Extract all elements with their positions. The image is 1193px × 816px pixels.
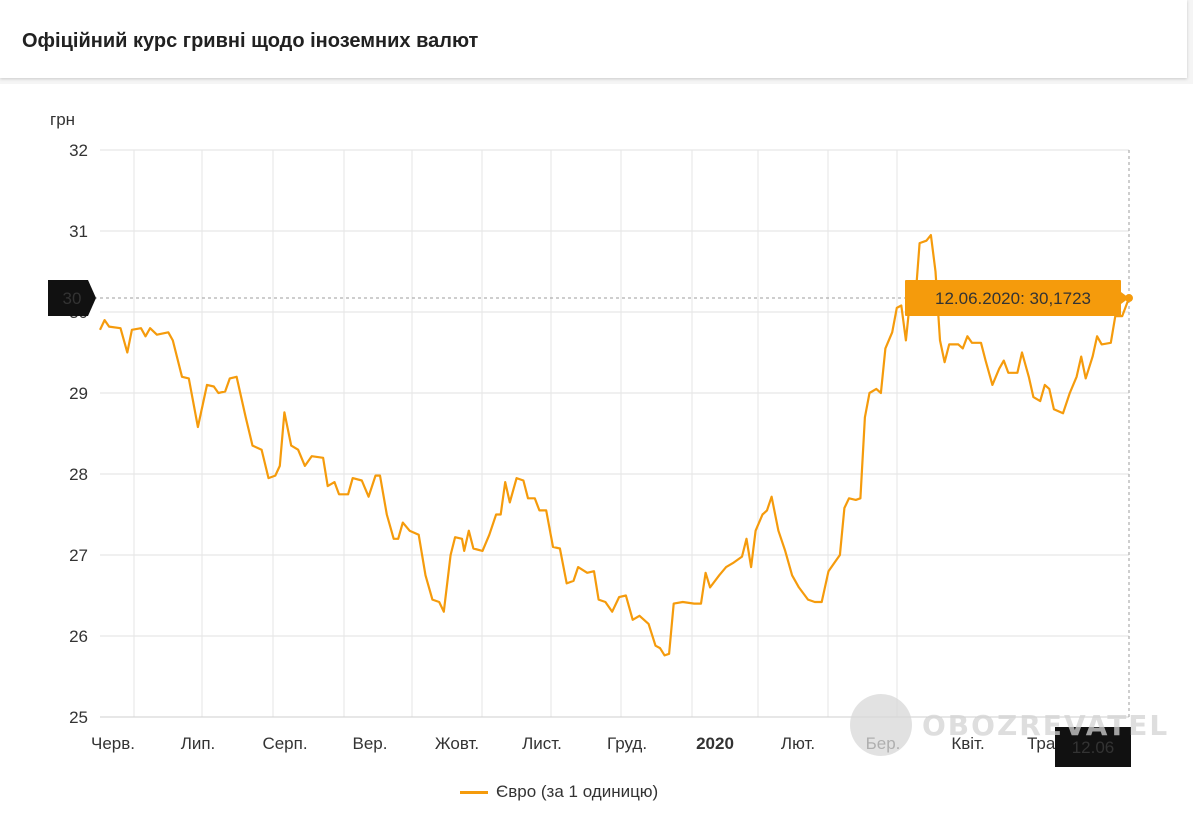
y-value-badge-text: 30 <box>63 289 82 308</box>
x-date-badge-text: 12.06 <box>1072 738 1115 757</box>
legend-label: Євро (за 1 одиницю) <box>496 782 659 801</box>
series-line-euro[interactable] <box>99 234 1131 657</box>
y-axis-label: грн <box>50 110 75 129</box>
watermark: OBOZREVATEL <box>850 694 1169 756</box>
euro-rate-chart[interactable]: 25 26 27 28 29 30 31 32 Черв. Лип. Серп. Вер. Жовт. Л… <box>0 84 1193 816</box>
y-tick-label: 31 <box>69 222 88 241</box>
x-tick-label: Серп. <box>262 734 307 753</box>
chart-legend[interactable]: Євро (за 1 одиницю) <box>460 782 658 802</box>
x-tick-label: Груд. <box>607 734 647 753</box>
y-tick-label: 25 <box>69 708 88 727</box>
chart-header: Офіційний курс гривні щодо іноземних вал… <box>0 0 1187 78</box>
tooltip-text: 12.06.2020: 30,1723 <box>935 289 1091 308</box>
x-tick-label: Черв. <box>91 734 135 753</box>
globe-icon <box>850 694 912 756</box>
watermark-text: OBOZREVATEL <box>922 708 1170 742</box>
y-tick-label: 29 <box>69 384 88 403</box>
tooltip-box <box>905 280 1121 317</box>
tooltip-arrow <box>1121 292 1129 305</box>
x-tick-label: Вер. <box>353 734 388 753</box>
x-tick-label: Жовт. <box>435 734 479 753</box>
y-tick-label: 32 <box>69 141 88 160</box>
x-tick-label: 2020 <box>696 734 734 753</box>
x-tick-label: Лют. <box>781 734 815 753</box>
x-tick-label: Квіт. <box>951 734 984 753</box>
legend-swatch <box>460 790 488 794</box>
y-value-badge <box>48 280 96 317</box>
x-tick-label: Лип. <box>181 734 216 753</box>
y-tick-label: 28 <box>69 465 88 484</box>
chart-area[interactable]: 25 26 27 28 29 30 31 32 Черв. Лип. Серп. Вер. Жовт. Л… <box>0 84 1193 816</box>
page-title: Офіційний курс гривні щодо іноземних вал… <box>22 30 479 52</box>
x-tick-label: Лист. <box>522 734 562 753</box>
y-tick-label: 27 <box>69 546 88 565</box>
y-tick-label: 26 <box>69 627 88 646</box>
x-date-badge <box>1055 727 1131 767</box>
